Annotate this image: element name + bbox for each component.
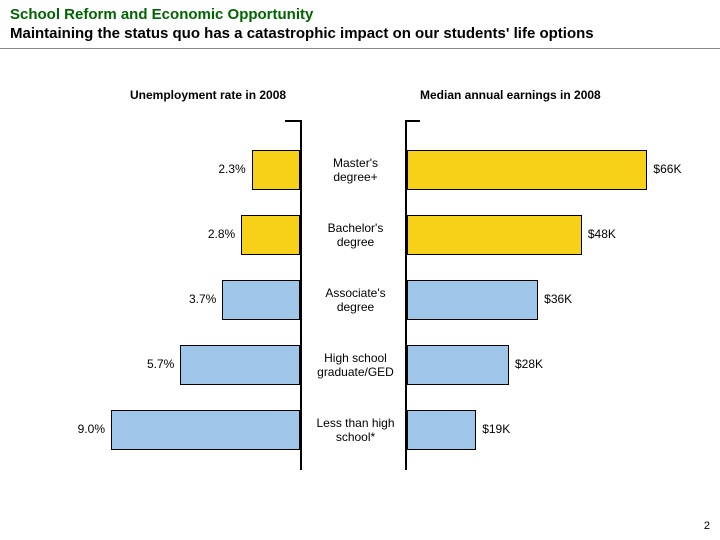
right-chart-title: Median annual earnings in 2008: [420, 88, 601, 102]
right-bar: [407, 150, 647, 190]
left-value-label: 2.3%: [218, 162, 245, 176]
left-value-label: 5.7%: [147, 357, 174, 371]
page-subtitle: Maintaining the status quo has a catastr…: [10, 25, 710, 44]
category-label: High schoolgraduate/GED: [308, 351, 403, 380]
left-bar: [222, 280, 300, 320]
page-number: 2: [704, 520, 710, 532]
chart-row: 2.3% $66K Master'sdegree+: [0, 150, 720, 190]
chart-row: 5.7% $28K High schoolgraduate/GED: [0, 345, 720, 385]
category-label: Associate'sdegree: [308, 286, 403, 315]
chart-row: 9.0% $19K Less than highschool*: [0, 410, 720, 450]
right-bar: [407, 215, 582, 255]
header: School Reform and Economic Opportunity M…: [0, 0, 720, 49]
chart-row: 2.8% $48K Bachelor'sdegree: [0, 215, 720, 255]
left-value-label: 3.7%: [189, 292, 216, 306]
right-value-label: $48K: [588, 227, 616, 241]
left-bar: [111, 410, 300, 450]
right-value-label: $36K: [544, 292, 572, 306]
right-value-label: $19K: [482, 422, 510, 436]
left-bar: [241, 215, 300, 255]
right-bar: [407, 410, 476, 450]
right-value-label: $66K: [653, 162, 681, 176]
left-value-label: 9.0%: [78, 422, 105, 436]
right-bar: [407, 280, 538, 320]
chart-row: 3.7% $36K Associate'sdegree: [0, 280, 720, 320]
category-label: Master'sdegree+: [308, 156, 403, 185]
category-label: Bachelor'sdegree: [308, 221, 403, 250]
page-title: School Reform and Economic Opportunity: [10, 6, 710, 25]
right-bar: [407, 345, 509, 385]
left-bar: [252, 150, 300, 190]
left-bar: [180, 345, 300, 385]
chart-area: 2.3% $66K Master'sdegree+ 2.8% $48K Bachelor'…: [0, 120, 720, 490]
right-value-label: $28K: [515, 357, 543, 371]
left-chart-title: Unemployment rate in 2008: [130, 88, 286, 102]
left-axis-tick: [285, 120, 300, 122]
right-axis-tick: [405, 120, 420, 122]
category-label: Less than highschool*: [308, 416, 403, 445]
left-value-label: 2.8%: [208, 227, 235, 241]
